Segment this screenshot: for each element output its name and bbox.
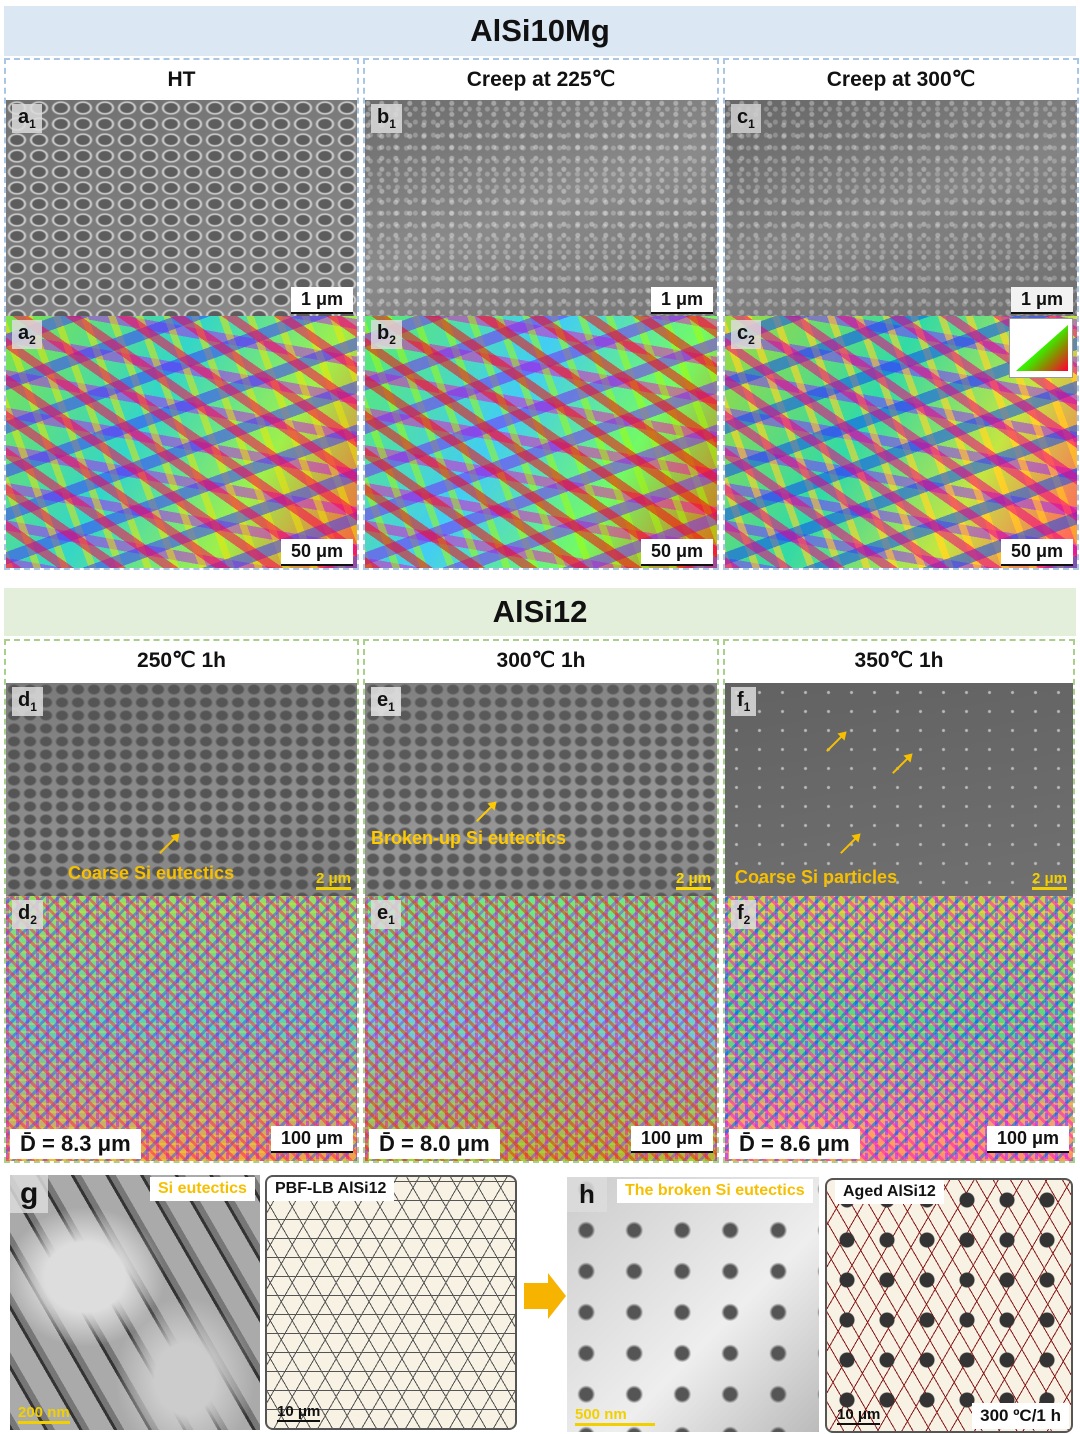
ebsd-map-c2: c2 50 μm [725, 316, 1077, 568]
arrow-icon [476, 802, 496, 822]
scale-bar: 100 μm [270, 1126, 353, 1153]
sem-image-c1: c1 1 μm [725, 100, 1077, 316]
column-300c: 300℃ 1h e1 Broken-up Si eutectics 2 μm e… [363, 639, 719, 1163]
panel-label: c1 [731, 104, 761, 133]
tem-image-g: g Si eutectics 200 nm [10, 1175, 260, 1430]
scale-bar: 1 μm [1010, 287, 1073, 314]
column-350c: 350℃ 1h f1 Coarse Si particles 2 μm f2 D… [723, 639, 1075, 1163]
scale-bar: 2 μm [315, 870, 351, 890]
arrow-icon [892, 754, 912, 774]
column-title: HT [6, 60, 357, 100]
panel-label: e1 [371, 687, 401, 716]
scale-bar: 500 nm [575, 1406, 655, 1426]
ebsd-map-a2: a2 50 μm [6, 316, 357, 568]
column-title: 300℃ 1h [365, 641, 717, 681]
panel-label: a2 [12, 320, 42, 349]
panel-label: e1 [371, 900, 401, 929]
column-title: Creep at 225℃ [365, 60, 717, 100]
ipf-color-key-legend [1009, 318, 1073, 378]
sem-image-b1: b1 1 μm [365, 100, 717, 316]
scale-bar: 50 μm [280, 539, 353, 566]
scale-bar: 50 μm [640, 539, 713, 566]
annotation: Broken-up Si eutectics [371, 828, 567, 848]
tem-image-h: h The broken Si eutectics 500 nm [567, 1177, 819, 1432]
column-title: 350℃ 1h [725, 641, 1073, 681]
column-creep-225: Creep at 225℃ b1 1 μm b2 50 μm [363, 58, 719, 570]
panel-label: f1 [731, 687, 757, 716]
panel-label: b1 [371, 104, 402, 133]
sem-image-d1: d1 Coarse Si eutectics 2 μm [6, 683, 357, 896]
scale-bar: 2 μm [675, 870, 711, 890]
section-title-alsi10mg: AlSi10Mg [4, 6, 1076, 56]
arrow-icon [826, 732, 846, 752]
arrow-icon [840, 834, 860, 854]
aging-condition: 300 ºC/1 h [972, 1403, 1069, 1429]
scale-bar: 1 μm [650, 287, 713, 314]
column-250c: 250℃ 1h d1 Coarse Si eutectics 2 μm d2 D… [4, 639, 359, 1163]
scale-bar: 200 nm [18, 1404, 70, 1424]
schematic-title: PBF-LB AlSi12 [267, 1177, 395, 1201]
section-title-alsi12: AlSi12 [4, 588, 1076, 636]
panel-label: a1 [12, 104, 42, 133]
schematic-pbf-lb-alsi12: PBF-LB AlSi12 10 μm [265, 1175, 517, 1430]
column-title: 250℃ 1h [6, 641, 357, 681]
sem-image-f1: f1 Coarse Si particles 2 μm [725, 683, 1073, 896]
column-ht: HT a1 1 μm a2 50 μm [4, 58, 359, 570]
mean-grain-size: D̄ = 8.0 μm [369, 1129, 500, 1159]
caption: Si eutectics [150, 1177, 255, 1201]
ebsd-map-f2: f2 D̄ = 8.6 μm 100 μm [725, 896, 1073, 1161]
annotation: Coarse Si eutectics [68, 863, 235, 883]
sem-image-a1: a1 1 μm [6, 100, 357, 316]
panel-label: h [567, 1177, 607, 1212]
panel-label: c2 [731, 320, 761, 349]
column-title: Creep at 300℃ [725, 60, 1077, 100]
mean-grain-size: D̄ = 8.3 μm [10, 1129, 141, 1159]
ebsd-map-e2: e1 D̄ = 8.0 μm 100 μm [365, 896, 717, 1161]
panel-label: g [10, 1175, 49, 1213]
scale-bar: 1 μm [290, 287, 353, 314]
schematic-aged-alsi12: Aged AlSi12 10 μm 300 ºC/1 h [825, 1178, 1073, 1433]
panel-label: f2 [731, 900, 757, 929]
panel-label: d1 [12, 687, 43, 716]
right-arrow-icon [524, 1273, 566, 1319]
scale-bar: 100 μm [986, 1126, 1069, 1153]
panel-label: d2 [12, 900, 43, 929]
scale-bar: 50 μm [1000, 539, 1073, 566]
scale-bar: 10 μm [277, 1403, 321, 1422]
scale-bar: 10 μm [837, 1406, 881, 1425]
annotation: Coarse Si particles [735, 867, 898, 887]
column-creep-300: Creep at 300℃ c1 1 μm c2 50 μm [723, 58, 1079, 570]
mean-grain-size: D̄ = 8.6 μm [729, 1129, 860, 1159]
schematic-title: Aged AlSi12 [835, 1180, 944, 1204]
scale-bar: 2 μm [1031, 870, 1067, 890]
ebsd-map-b2: b2 50 μm [365, 316, 717, 568]
scale-bar: 100 μm [630, 1126, 713, 1153]
sem-image-e1: e1 Broken-up Si eutectics 2 μm [365, 683, 717, 896]
arrow-icon [159, 834, 179, 854]
ebsd-map-d2: d2 D̄ = 8.3 μm 100 μm [6, 896, 357, 1161]
caption: The broken Si eutectics [617, 1179, 813, 1203]
panel-label: b2 [371, 320, 402, 349]
